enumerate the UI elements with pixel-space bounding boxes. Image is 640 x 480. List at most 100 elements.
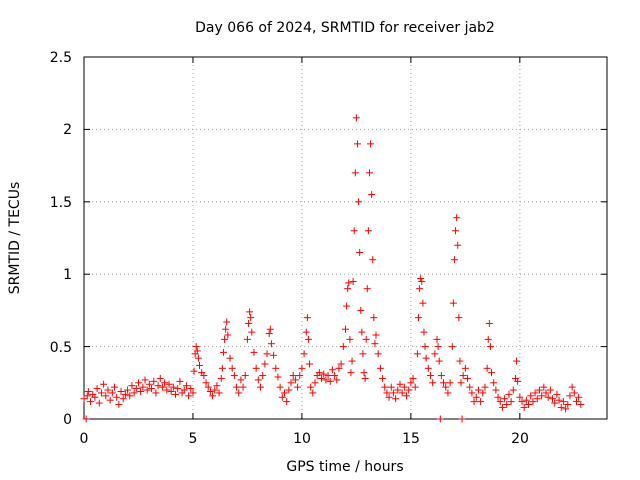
data-point bbox=[505, 390, 513, 398]
data-point bbox=[245, 319, 253, 327]
data-point bbox=[328, 366, 336, 374]
data-point bbox=[346, 335, 354, 343]
data-point bbox=[185, 392, 193, 400]
data-point bbox=[223, 318, 231, 326]
data-point bbox=[516, 393, 524, 401]
data-point bbox=[280, 389, 288, 397]
data-point bbox=[106, 396, 114, 404]
data-point bbox=[364, 227, 372, 235]
data-point bbox=[419, 299, 427, 307]
data-point bbox=[509, 386, 517, 394]
data-point bbox=[464, 374, 472, 382]
y-tick-label-2: 2 bbox=[63, 122, 72, 138]
data-point bbox=[326, 377, 334, 385]
data-point bbox=[95, 399, 103, 407]
data-point bbox=[371, 340, 379, 348]
data-point bbox=[415, 314, 423, 322]
data-point bbox=[91, 393, 99, 401]
data-point bbox=[274, 373, 282, 381]
data-point bbox=[458, 415, 466, 423]
data-point bbox=[481, 383, 489, 391]
data-point bbox=[215, 389, 223, 397]
x-tick-label-5: 5 bbox=[189, 431, 198, 447]
data-point bbox=[369, 256, 377, 264]
data-point bbox=[291, 376, 299, 384]
data-point bbox=[533, 395, 541, 403]
data-point bbox=[163, 386, 171, 394]
data-point bbox=[335, 364, 343, 372]
data-point bbox=[413, 350, 421, 358]
chart-title: Day 066 of 2024, SRMTID for receiver jab… bbox=[195, 20, 495, 36]
data-point bbox=[169, 383, 177, 391]
data-point bbox=[285, 386, 293, 394]
x-axis-label: GPS time / hours bbox=[286, 459, 403, 475]
data-point bbox=[287, 379, 295, 387]
data-point bbox=[219, 348, 227, 356]
data-point bbox=[93, 385, 101, 393]
data-point bbox=[145, 380, 153, 388]
data-point bbox=[367, 140, 375, 148]
data-point bbox=[513, 357, 521, 365]
data-point bbox=[158, 383, 166, 391]
data-point bbox=[221, 335, 229, 343]
data-point bbox=[246, 308, 254, 316]
data-point bbox=[470, 398, 478, 406]
data-point bbox=[296, 372, 304, 380]
data-point bbox=[84, 387, 92, 395]
data-point bbox=[267, 340, 275, 348]
data-point bbox=[187, 385, 195, 393]
data-point bbox=[538, 392, 546, 400]
data-point bbox=[531, 389, 539, 397]
data-point bbox=[276, 383, 284, 391]
data-point bbox=[257, 383, 265, 391]
data-point bbox=[570, 389, 578, 397]
data-point bbox=[507, 398, 515, 406]
data-point bbox=[416, 285, 424, 293]
data-point bbox=[121, 390, 129, 398]
data-point bbox=[496, 398, 504, 406]
data-point bbox=[224, 331, 232, 339]
data-point bbox=[124, 386, 132, 394]
data-point bbox=[403, 392, 411, 400]
data-point bbox=[359, 350, 367, 358]
data-point bbox=[247, 314, 255, 322]
data-point bbox=[265, 330, 273, 338]
data-point bbox=[361, 374, 369, 382]
data-point bbox=[546, 386, 554, 394]
data-point bbox=[304, 335, 312, 343]
data-point bbox=[434, 343, 442, 351]
data-point bbox=[362, 335, 370, 343]
data-point bbox=[409, 374, 417, 382]
data-point bbox=[318, 374, 326, 382]
data-point bbox=[237, 376, 245, 384]
data-point bbox=[302, 328, 310, 336]
data-point bbox=[365, 169, 373, 177]
data-point bbox=[239, 383, 247, 391]
data-point bbox=[363, 285, 371, 293]
data-point bbox=[557, 403, 565, 411]
data-point bbox=[426, 372, 434, 380]
data-point bbox=[421, 343, 429, 351]
data-point bbox=[392, 395, 400, 403]
data-point bbox=[182, 382, 190, 390]
data-point bbox=[204, 383, 212, 391]
data-point bbox=[433, 335, 441, 343]
data-point bbox=[555, 396, 563, 404]
data-point bbox=[128, 382, 136, 390]
y-tick-label-0-5: 0.5 bbox=[50, 340, 72, 356]
data-point bbox=[394, 386, 402, 394]
y-tick-label-1: 1 bbox=[63, 267, 72, 283]
data-point bbox=[420, 328, 428, 336]
data-point bbox=[418, 277, 426, 285]
data-point bbox=[139, 383, 147, 391]
data-point bbox=[379, 374, 387, 382]
data-point bbox=[350, 227, 358, 235]
data-point bbox=[331, 372, 339, 380]
data-point bbox=[490, 379, 498, 387]
data-point bbox=[300, 350, 308, 358]
data-point bbox=[137, 387, 145, 395]
data-point bbox=[83, 392, 91, 400]
data-point bbox=[398, 389, 406, 397]
data-point bbox=[130, 389, 138, 397]
data-point bbox=[222, 325, 230, 333]
